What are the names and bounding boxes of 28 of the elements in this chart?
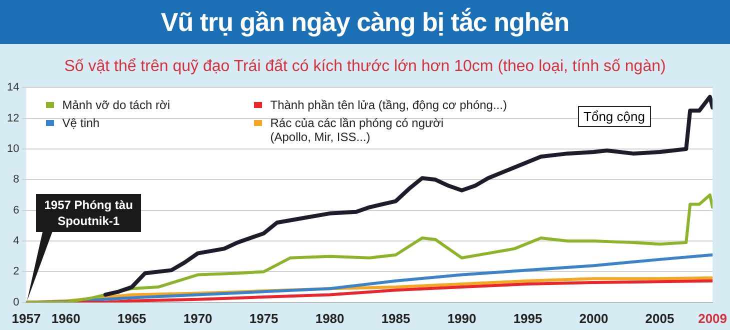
x-tick-label: 1985 <box>381 310 410 326</box>
x-tick-label: 1960 <box>51 310 80 326</box>
x-tick-label: 2009 <box>698 310 727 326</box>
chart-subtitle: Số vật thể trên quỹ đạo Trái đất có kích thước lớn hơn 10cm (theo loại, tính số ngàn) <box>63 58 667 76</box>
y-tick-label: 12 <box>6 112 20 124</box>
y-tick-label: 8 <box>13 174 20 186</box>
text: Tổng cộng <box>578 106 651 127</box>
legend-label: Mảnh vỡ do tách rời <box>62 98 170 112</box>
legend-label: Vệ tinh <box>62 116 100 130</box>
y-tick-label: 6 <box>13 204 20 216</box>
x-tick-label: 1970 <box>183 310 212 326</box>
y-tick-label: 2 <box>13 266 20 278</box>
x-tick-label: 1957 <box>12 310 41 326</box>
y-tick-label: 4 <box>13 235 20 248</box>
x-tick-label: 2005 <box>645 310 674 326</box>
chart-title: Vũ trụ gần ngày càng bị tắc nghẽn <box>0 0 730 44</box>
x-tick-label: 1995 <box>513 310 542 326</box>
x-tick-label: 2000 <box>579 310 608 326</box>
y-tick-label: 14 <box>6 82 20 94</box>
legend-label: Rác của các lần phóng có người (Apollo, Mir, ISS...) <box>270 116 445 144</box>
x-tick-label: 1990 <box>447 310 476 326</box>
y-tick-label: 10 <box>6 143 20 156</box>
x-tick-label: 1965 <box>117 310 146 326</box>
legend-label: Thành phần tên lửa (tầng, động cơ phóng...) <box>270 98 507 112</box>
y-tick-label: 0 <box>13 296 20 308</box>
annotation: 1957 Phóng tàu Spoutnik-1 <box>36 194 141 232</box>
x-tick-label: 1975 <box>249 310 278 326</box>
x-tick-label: 1980 <box>315 310 344 326</box>
